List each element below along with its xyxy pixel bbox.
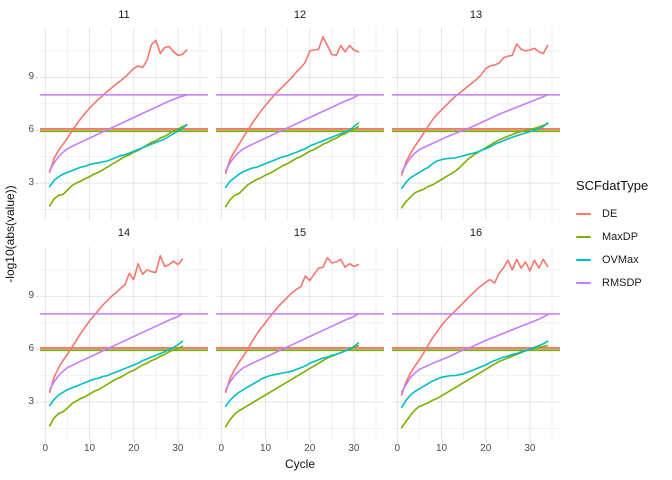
series-de-panel-16 (400, 258, 549, 396)
legend-key-line-maxdp (576, 235, 591, 238)
x-tick-label-0: 0 (42, 443, 49, 454)
facet-plot-15 (216, 247, 384, 439)
x-tick-mark (529, 440, 531, 443)
x-tick-label-0: 0 (394, 443, 401, 454)
x-tick-mark (265, 440, 267, 443)
x-tick-label-30: 30 (172, 443, 184, 454)
y-tick-label-6: 6 (28, 343, 34, 355)
x-tick-mark (221, 440, 223, 443)
legend-label-de: DE (602, 207, 618, 220)
x-tick-label-10: 10 (435, 443, 448, 454)
series-rmsdp-panel-14 (48, 313, 184, 391)
facet-panel-15 (216, 247, 384, 439)
facet-plot-14 (40, 247, 208, 439)
x-tick-mark (485, 440, 487, 443)
series-rmsdp-panel-13 (400, 94, 549, 174)
series-ovmax-panel-12 (224, 122, 360, 189)
y-tick-label-3: 3 (28, 177, 34, 188)
legend: SCFdatType DE MaxDP OVMax RMSDP (576, 178, 672, 294)
facet-plot-13 (392, 28, 560, 220)
x-tick-mark (45, 440, 47, 443)
x-tick-mark (309, 440, 311, 443)
series-rmsdp-panel-12 (224, 94, 360, 172)
legend-key-line-ovmax (576, 258, 591, 261)
legend-entry-maxdp: MaxDP (576, 225, 672, 248)
series-maxdp-panel-11 (48, 124, 188, 207)
strip-label-11: 11 (118, 9, 130, 21)
strip-label-15: 15 (293, 227, 307, 239)
series-maxdp-panel-12 (224, 125, 360, 208)
series-ovmax-panel-13 (400, 122, 549, 190)
facet-plot-12 (216, 28, 384, 220)
x-tick-label-30: 30 (524, 443, 536, 454)
series-ovmax-panel-14 (48, 340, 184, 407)
facet-plot-16 (392, 247, 560, 439)
series-de-panel-12 (224, 36, 360, 175)
legend-title: SCFdatType (576, 178, 649, 193)
strip-label-16: 16 (469, 227, 483, 239)
series-rmsdp-panel-15 (224, 313, 360, 391)
series-de-panel-13 (400, 43, 549, 176)
series-ovmax-panel-16 (400, 340, 549, 409)
x-tick-label-0: 0 (218, 443, 225, 454)
y-tick-mark (36, 349, 39, 351)
x-tick-mark (353, 440, 355, 443)
x-tick-label-10: 10 (83, 443, 96, 454)
y-tick-mark (36, 296, 39, 298)
strip-label-13: 13 (469, 9, 483, 21)
x-tick-label-20: 20 (128, 443, 140, 454)
legend-key-line-de (576, 212, 591, 215)
series-maxdp-panel-13 (400, 123, 549, 209)
x-tick-mark (133, 440, 135, 443)
y-tick-label-3: 3 (28, 396, 34, 407)
series-de-panel-15 (224, 256, 360, 394)
series-rmsdp-panel-16 (400, 314, 549, 394)
legend-label-ovmax: OVMax (602, 253, 639, 266)
y-tick-label-9: 9 (28, 71, 34, 83)
facet-panel-12 (216, 28, 384, 220)
series-maxdp-panel-14 (48, 345, 184, 427)
x-tick-mark (177, 440, 179, 443)
x-tick-label-10: 10 (259, 443, 272, 454)
facet-panel-13 (392, 28, 560, 220)
y-tick-label-9: 9 (28, 290, 34, 302)
x-tick-label-30: 30 (348, 443, 360, 454)
x-tick-label-20: 20 (480, 443, 492, 454)
x-tick-mark (89, 440, 91, 443)
legend-entry-de: DE (576, 202, 672, 225)
x-tick-mark (441, 440, 443, 443)
facet-panel-11 (40, 28, 208, 220)
legend-label-rmsdp: RMSDP (602, 276, 642, 289)
y-axis-title: -log10(abs(value)) (3, 185, 17, 283)
facet-panel-16 (392, 247, 560, 439)
legend-key-line-rmsdp (576, 281, 591, 284)
x-tick-mark (397, 440, 399, 443)
facet-plot-11 (40, 28, 208, 220)
x-axis-title: Cycle (284, 457, 315, 471)
legend-entries: DE MaxDP OVMax RMSDP (576, 202, 672, 294)
y-tick-label-6: 6 (28, 124, 34, 136)
series-maxdp-panel-15 (224, 344, 360, 428)
legend-label-maxdp: MaxDP (602, 230, 639, 243)
series-de-panel-14 (48, 255, 184, 394)
y-tick-mark (36, 77, 39, 79)
legend-entry-ovmax: OVMax (576, 248, 672, 271)
strip-label-14: 14 (117, 227, 131, 239)
series-de-panel-11 (48, 39, 188, 174)
legend-entry-rmsdp: RMSDP (576, 271, 672, 294)
y-tick-mark (36, 130, 39, 132)
y-tick-mark (36, 183, 39, 184)
series-ovmax-panel-11 (48, 124, 188, 188)
x-tick-label-20: 20 (304, 443, 316, 454)
facet-panel-14 (40, 247, 208, 439)
series-rmsdp-panel-11 (48, 94, 188, 172)
y-tick-mark (36, 402, 39, 403)
strip-label-12: 12 (293, 9, 307, 21)
series-ovmax-panel-15 (224, 342, 360, 408)
